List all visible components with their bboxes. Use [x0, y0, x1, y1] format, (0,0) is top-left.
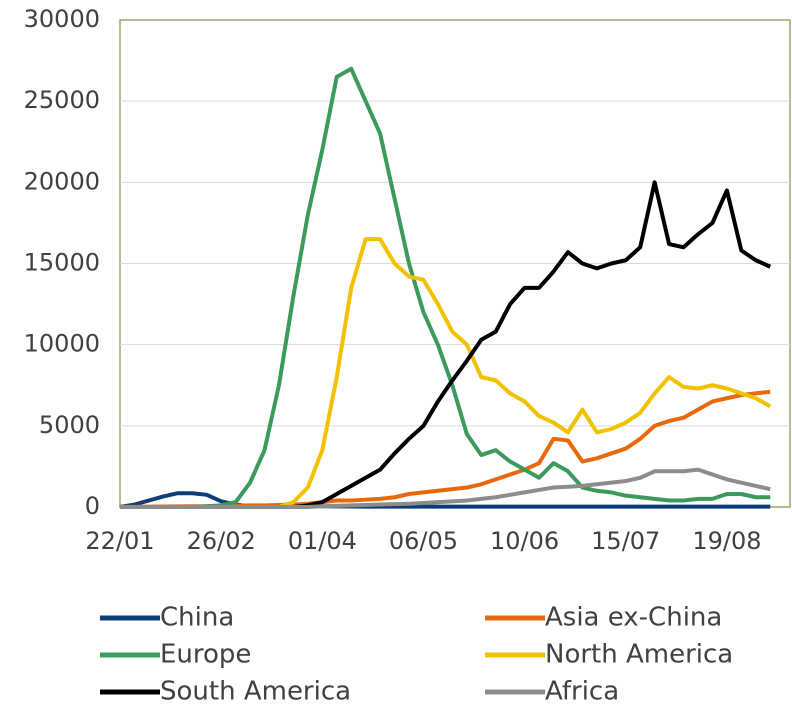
series-line	[120, 66, 771, 509]
y-tick-label: 0	[85, 492, 100, 520]
x-tick-label: 10/06	[490, 527, 559, 555]
legend-label: Africa	[545, 677, 619, 705]
legend-label: South America	[160, 677, 351, 705]
x-tick-label: 06/05	[389, 527, 458, 555]
y-tick-label: 10000	[24, 330, 100, 358]
x-tick-label: 15/07	[591, 527, 660, 555]
legend-label: Asia ex-China	[545, 603, 722, 633]
x-tick-label: 22/01	[85, 527, 154, 555]
series-line	[119, 389, 771, 509]
y-tick-label: 5000	[39, 411, 100, 439]
legend-label: North America	[545, 640, 733, 670]
legend-label: Europe	[160, 640, 251, 670]
series-line	[120, 237, 772, 509]
y-tick-label: 15000	[24, 249, 100, 277]
y-tick-label: 25000	[24, 86, 100, 114]
x-tick-label: 01/04	[288, 527, 357, 555]
series-line	[120, 467, 771, 509]
legend-label: China	[160, 603, 234, 633]
y-tick-label: 20000	[24, 167, 100, 195]
x-tick-label: 26/02	[187, 527, 256, 555]
x-tick-label: 19/08	[692, 527, 761, 555]
y-tick-label: 30000	[24, 5, 100, 33]
